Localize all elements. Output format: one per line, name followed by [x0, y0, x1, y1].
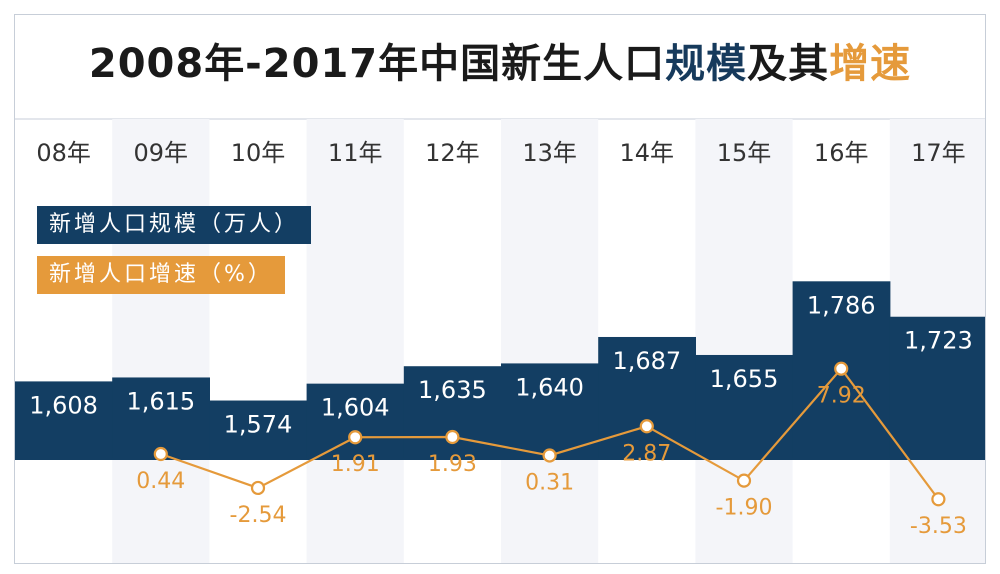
growth-value-label: 2.87	[622, 441, 671, 466]
chart-title: 2008年-2017年中国新生人口规模及其增速	[15, 31, 985, 89]
x-tick-label: 11年	[328, 139, 383, 167]
title-part-and: 及其	[747, 41, 830, 87]
growth-point	[931, 492, 946, 507]
bar	[112, 377, 210, 459]
x-tick-label: 12年	[425, 139, 480, 167]
column-band	[306, 119, 404, 563]
growth-point	[639, 419, 654, 434]
growth-value-label: 0.44	[136, 469, 185, 494]
column-band	[112, 119, 210, 563]
title-part-speed: 增速	[829, 41, 912, 87]
x-tick-label: 16年	[814, 139, 869, 167]
growth-value-label: -1.90	[716, 496, 773, 521]
growth-point	[445, 429, 460, 445]
bar-value-label: 1,635	[418, 376, 487, 404]
title-part-main: 2008年-2017年中国新生人口	[88, 41, 666, 87]
growth-point	[348, 430, 363, 445]
bar	[501, 363, 599, 459]
column-band	[501, 119, 599, 563]
title-part-size: 规模	[665, 41, 748, 87]
growth-value-label: 1.93	[428, 452, 477, 477]
bar	[306, 383, 405, 459]
bar-value-label: 1,640	[515, 373, 584, 401]
growth-value-label: -2.54	[230, 503, 287, 528]
bar-value-label: 1,655	[710, 365, 779, 393]
bar	[889, 316, 985, 459]
bar-value-label: 1,604	[321, 394, 390, 422]
bar-value-label: 1,608	[29, 391, 98, 419]
chart-frame: 1,608 1,615 1,574 1,604 1,635 1,640 1,687 1,655…	[14, 14, 986, 564]
legend-item-speed: 新增人口增速（%）	[37, 256, 285, 294]
growth-value-label: 0.31	[525, 470, 574, 495]
chart-svg: 1,608 1,615 1,574 1,604 1,635 1,640 1,687 1,655…	[15, 118, 985, 563]
growth-value-label: -3.53	[910, 514, 967, 539]
x-tick-label: 10年	[231, 139, 286, 167]
x-tick-label: 13年	[522, 139, 577, 167]
x-tick-label: 08年	[36, 139, 91, 167]
bar	[598, 336, 696, 459]
bar-value-label: 1,786	[807, 291, 876, 319]
growth-point	[736, 473, 752, 488]
growth-point	[250, 480, 266, 496]
column-band	[695, 119, 793, 563]
growth-value-label: 7.92	[817, 384, 866, 409]
legend-item-size: 新增人口规模（万人）	[37, 206, 312, 244]
x-tick-label: 09年	[134, 139, 189, 167]
bar	[209, 400, 308, 459]
growth-value-label: 1.91	[331, 452, 380, 477]
bar	[15, 381, 113, 459]
bar-value-label: 1,687	[612, 347, 681, 375]
x-tick-label: 14年	[620, 139, 675, 167]
growth-point	[542, 448, 557, 463]
growth-point	[834, 361, 849, 376]
x-tick-label: 17年	[911, 139, 966, 167]
bar-value-label: 1,615	[126, 387, 195, 415]
bar-value-label: 1,723	[904, 327, 973, 355]
x-tick-label: 15年	[717, 139, 772, 167]
growth-point	[153, 446, 168, 462]
bar-value-label: 1,574	[224, 411, 293, 439]
